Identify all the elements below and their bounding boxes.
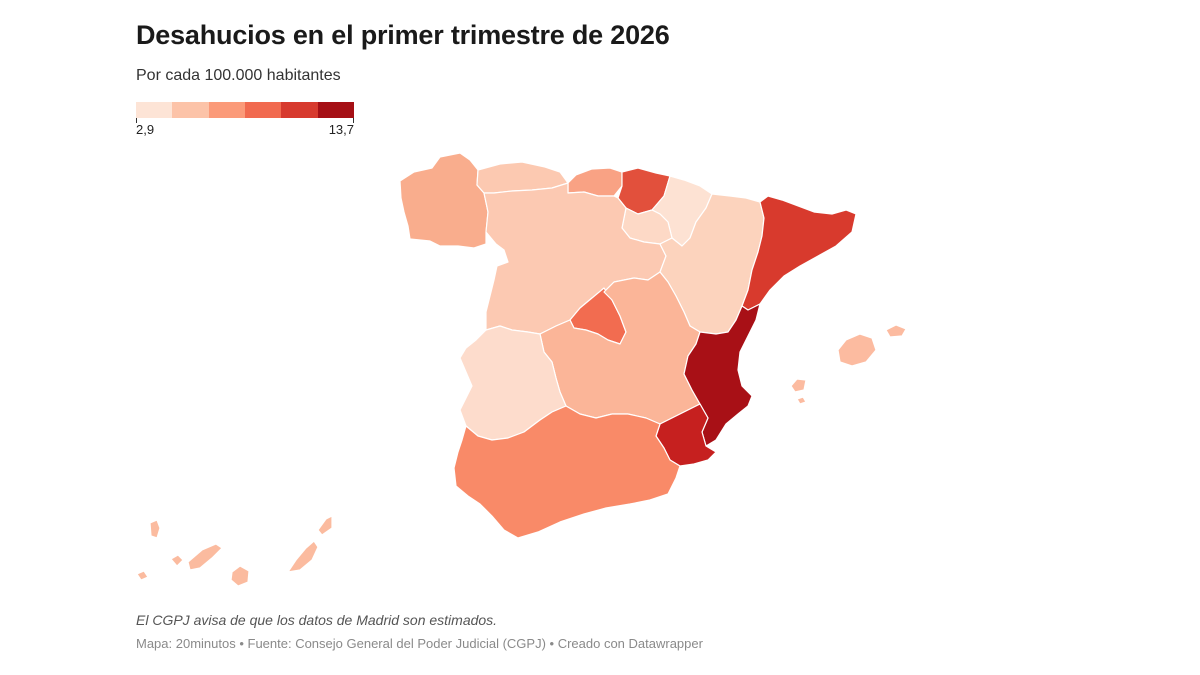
- legend-swatch-5: [281, 102, 318, 118]
- legend-swatch-6: [317, 102, 354, 118]
- legend-swatch-4: [244, 102, 282, 118]
- legend-swatch-3: [208, 102, 245, 118]
- region-canarias-la-palma[interactable]: Canarias: [149, 519, 161, 539]
- region-canarias-el-hierro[interactable]: Canarias: [136, 570, 149, 581]
- legend-swatch-2: [172, 102, 209, 118]
- source-credits: Mapa: 20minutos • Fuente: Consejo Genera…: [136, 636, 703, 651]
- region-canarias-la-gomera[interactable]: Canarias: [170, 554, 184, 567]
- chart-title: Desahucios en el primer trimestre de 202…: [136, 20, 670, 50]
- legend-swatch-1: [136, 102, 173, 118]
- chart-subtitle: Por cada 100.000 habitantes: [136, 67, 341, 84]
- legend-max-tick: [353, 118, 354, 123]
- region-baleares-mallorca[interactable]: Islas Baleares: [837, 333, 877, 367]
- region-cantabria[interactable]: Cantabria: [567, 167, 623, 197]
- region-baleares-ibiza[interactable]: Islas Baleares: [790, 378, 807, 393]
- region-andalucia[interactable]: Andalucía: [453, 405, 681, 539]
- region-canarias-lanzarote[interactable]: Canarias: [317, 515, 333, 536]
- region-galicia[interactable]: Galicia: [399, 152, 489, 249]
- region-baleares-formentera[interactable]: Islas Baleares: [796, 396, 807, 405]
- legend-min-tick: [136, 118, 137, 123]
- region-canarias-fuerteventura[interactable]: Canarias: [287, 540, 319, 573]
- legend-min-label: 2,9: [136, 122, 155, 137]
- footnote: El CGPJ avisa de que los datos de Madrid…: [136, 612, 498, 628]
- region-canarias-tenerife[interactable]: Canarias: [187, 543, 223, 571]
- region-baleares-menorca[interactable]: Islas Baleares: [885, 324, 907, 338]
- legend-max-label: 13,7: [328, 122, 354, 137]
- region-canarias-gran-canaria[interactable]: Canarias: [230, 565, 250, 587]
- color-legend: 2,9 13,7: [136, 102, 356, 137]
- region-cataluna[interactable]: Cataluña: [741, 195, 857, 311]
- legend-gradient-bar: [136, 102, 354, 118]
